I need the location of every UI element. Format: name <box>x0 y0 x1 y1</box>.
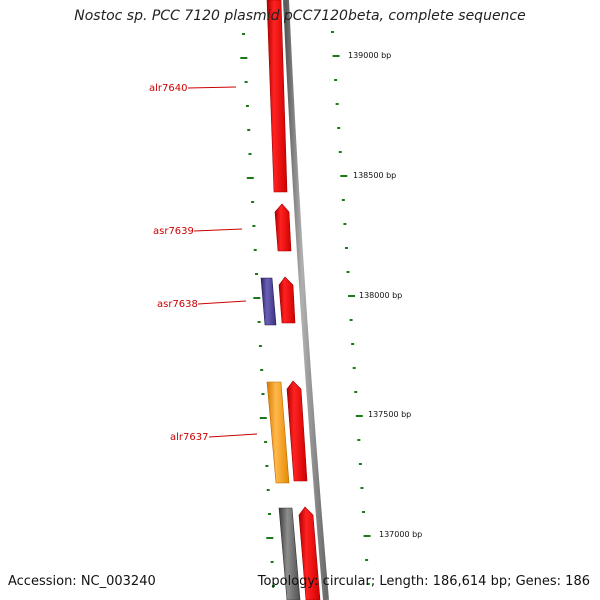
summary-text: Topology: circular; Length: 186,614 bp; … <box>257 574 590 589</box>
backbone-track <box>283 0 329 600</box>
gene-bar-alr7640[interactable] <box>266 0 288 193</box>
bp-label-138500: 138500 bp <box>353 171 396 180</box>
gene-bar-reverse-orange[interactable] <box>266 381 290 484</box>
leader-line-alr7637 <box>208 433 258 438</box>
gene-bar-reverse-gray[interactable] <box>278 507 301 600</box>
bp-label-139000: 139000 bp <box>348 51 391 60</box>
gene-label-asr7638[interactable]: asr7638 <box>157 299 198 310</box>
gene-bar-asr7639[interactable] <box>274 203 292 252</box>
page-title: Nostoc sp. PCC 7120 plasmid pCC7120beta,… <box>74 8 526 24</box>
bp-label-138000: 138000 bp <box>359 291 402 300</box>
gene-bar-next-forward[interactable] <box>298 506 321 600</box>
leader-line-asr7638 <box>197 300 247 305</box>
gene-label-alr7640[interactable]: alr7640 <box>149 83 187 94</box>
gene-label-asr7639[interactable]: asr7639 <box>153 226 194 237</box>
bp-label-137500: 137500 bp <box>368 410 411 419</box>
leader-line-alr7640 <box>187 86 237 89</box>
leader-line-asr7639 <box>193 228 243 232</box>
scale-ticks <box>240 31 371 587</box>
gene-label-alr7637[interactable]: alr7637 <box>170 432 208 443</box>
accession-text: Accession: NC_003240 <box>8 574 156 589</box>
bp-label-137000: 137000 bp <box>379 530 422 539</box>
gene-bar-reverse-blue[interactable] <box>260 277 277 326</box>
gene-bar-alr7637[interactable] <box>286 380 308 482</box>
gene-labels: alr7640 asr7639 asr7638 alr7637 <box>149 83 258 443</box>
bp-scale-labels: 139000 bp 138500 bp 138000 bp 137500 bp … <box>348 51 422 539</box>
gene-bar-asr7638-forward[interactable] <box>278 276 296 324</box>
